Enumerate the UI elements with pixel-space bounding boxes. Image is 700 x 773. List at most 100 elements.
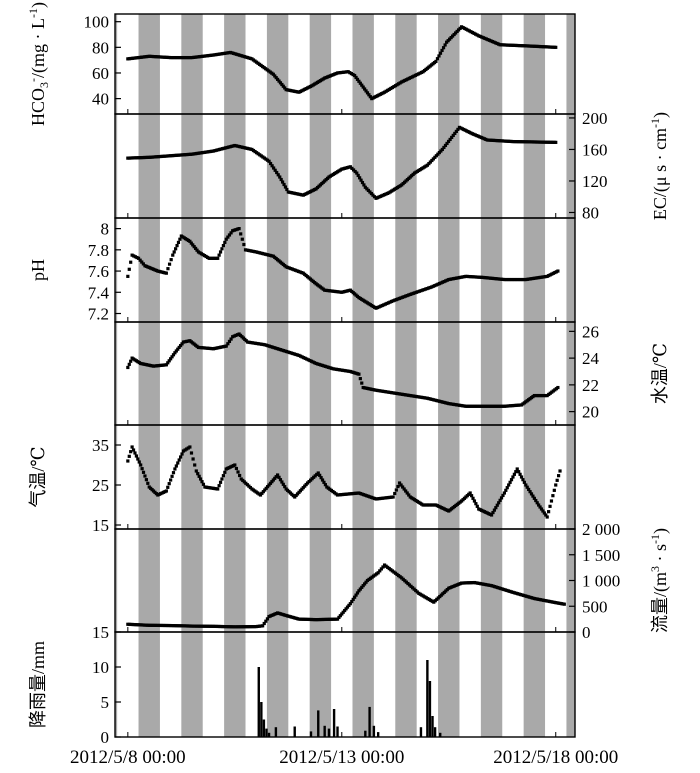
- data-point: [267, 483, 271, 487]
- data-point: [435, 57, 440, 61]
- series-discharge: [126, 563, 566, 629]
- data-point: [234, 466, 239, 471]
- night-band: [566, 14, 575, 737]
- data-point: [262, 621, 266, 626]
- data-point: [353, 595, 357, 599]
- night-band: [438, 14, 460, 737]
- y-axis-label-part: -1: [26, 8, 40, 18]
- y-tick-label: 100: [84, 13, 110, 32]
- data-point: [349, 72, 354, 76]
- data-point: [407, 493, 411, 497]
- data-point: [198, 477, 203, 481]
- data-point: [173, 351, 177, 355]
- y-tick-label: 40: [92, 90, 109, 109]
- data-point: [357, 589, 361, 593]
- data-point: [130, 445, 134, 449]
- data-point: [448, 137, 452, 142]
- data-point: [471, 496, 475, 500]
- data-point: [494, 506, 498, 510]
- data-point: [437, 54, 441, 58]
- rain-bar: [327, 728, 331, 737]
- rain-bar: [317, 710, 320, 737]
- data-point: [554, 483, 558, 487]
- data-point: [127, 267, 131, 271]
- data-point: [445, 141, 449, 146]
- data-point: [132, 254, 136, 258]
- data-point: [351, 168, 356, 172]
- data-point: [127, 362, 131, 366]
- data-point: [351, 597, 355, 601]
- night-shading: [115, 14, 575, 737]
- data-point: [556, 269, 560, 273]
- data-point: [497, 501, 501, 505]
- data-point: [528, 490, 532, 494]
- data-point: [266, 485, 270, 489]
- data-point: [548, 504, 552, 508]
- data-point: [356, 173, 360, 178]
- data-point: [440, 147, 444, 152]
- data-point: [235, 227, 240, 231]
- data-point: [134, 454, 138, 458]
- data-point: [492, 508, 497, 512]
- y-axis-label: 降雨量/mm: [28, 641, 48, 728]
- data-point: [137, 460, 141, 464]
- data-point: [265, 617, 270, 621]
- data-point: [273, 74, 277, 78]
- y-axis-label-part: · s: [650, 544, 670, 566]
- data-point: [227, 339, 232, 343]
- y-axis-label-part: 3: [648, 566, 662, 572]
- data-point: [174, 349, 178, 353]
- data-point: [341, 610, 345, 614]
- data-point: [126, 365, 130, 370]
- data-point: [234, 333, 238, 337]
- data-point: [236, 470, 240, 474]
- data-point: [229, 231, 233, 235]
- data-point: [178, 237, 182, 241]
- data-point: [233, 463, 237, 467]
- y-axis-label: 水温/℃: [650, 343, 670, 404]
- data-point: [552, 488, 556, 492]
- data-point: [359, 178, 363, 182]
- data-point: [282, 182, 286, 187]
- night-band: [181, 14, 203, 737]
- data-point: [350, 599, 354, 604]
- data-point: [507, 483, 511, 487]
- y-tick-label: 0: [101, 728, 110, 747]
- data-point: [141, 262, 145, 266]
- y-tick-label: 2 000: [582, 520, 620, 539]
- y-tick-label: 1 500: [582, 546, 620, 565]
- data-point: [554, 140, 558, 144]
- data-point: [323, 483, 327, 487]
- data-point: [501, 493, 505, 498]
- data-point: [126, 274, 130, 278]
- data-point: [268, 481, 273, 485]
- data-point: [169, 258, 173, 262]
- y-tick-label: 7.8: [88, 241, 109, 260]
- data-point: [127, 454, 131, 458]
- data-point: [237, 227, 241, 231]
- data-point: [472, 499, 477, 503]
- data-point: [235, 333, 240, 337]
- data-point: [358, 377, 362, 381]
- data-point: [456, 127, 460, 131]
- data-point: [438, 51, 443, 55]
- series-air_temp: [126, 445, 562, 519]
- data-point: [171, 471, 176, 475]
- data-point: [261, 624, 265, 628]
- data-point: [242, 242, 246, 247]
- data-point: [283, 185, 288, 189]
- data-point: [378, 569, 382, 573]
- data-point: [519, 475, 524, 479]
- night-band: [352, 14, 374, 737]
- data-point: [549, 499, 554, 503]
- y-axis-label-part: ): [650, 528, 671, 534]
- data-point: [164, 271, 168, 275]
- data-point: [139, 463, 143, 467]
- data-point: [192, 245, 196, 249]
- data-point: [401, 485, 405, 489]
- data-point: [529, 492, 534, 496]
- data-point: [185, 447, 189, 451]
- data-point: [337, 615, 341, 620]
- night-band: [115, 14, 118, 737]
